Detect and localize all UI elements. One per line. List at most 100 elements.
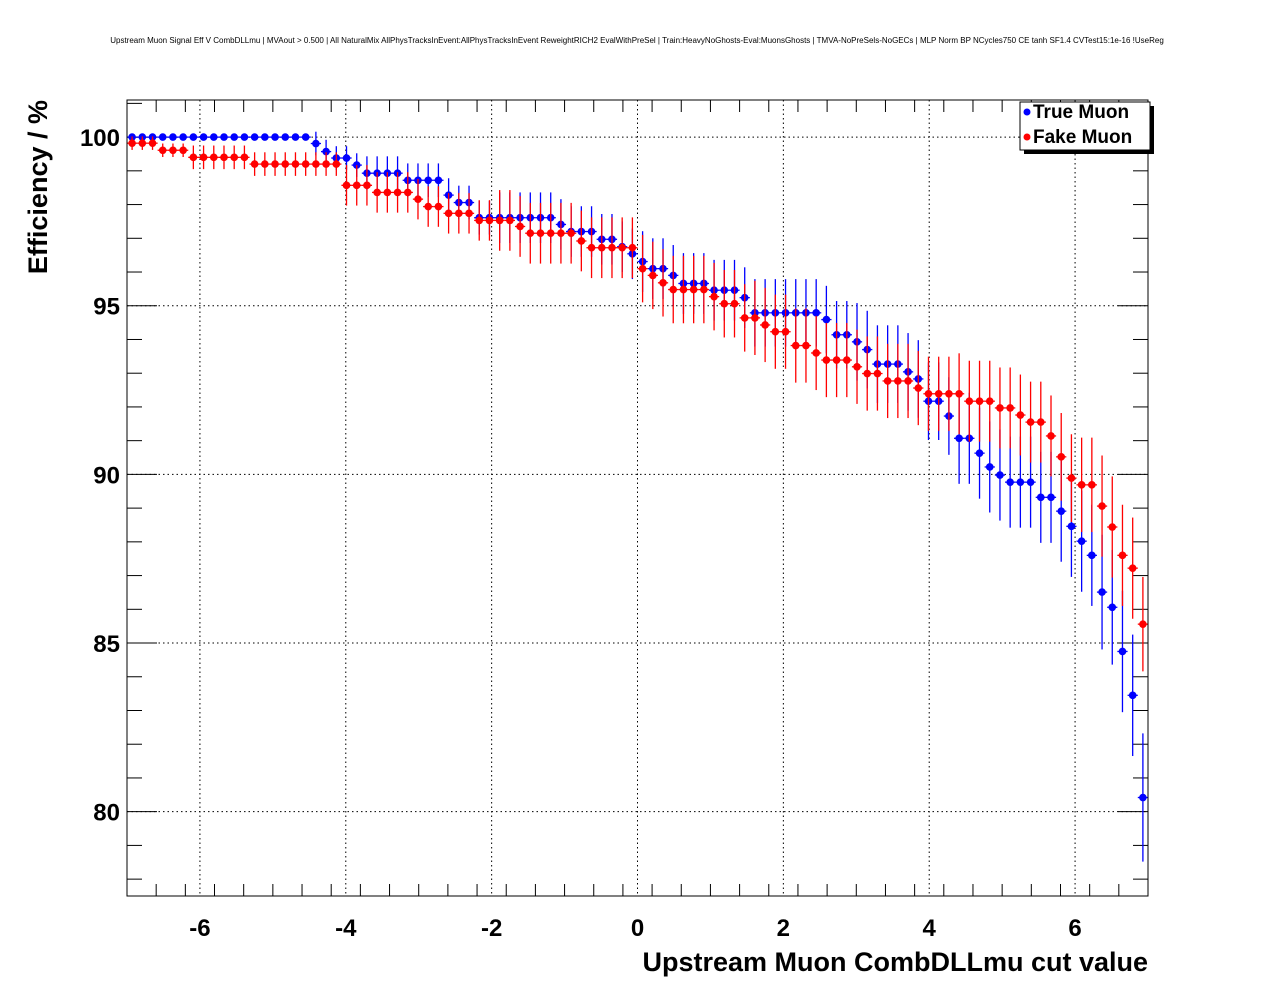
data-point	[158, 146, 167, 155]
data-point	[557, 229, 565, 238]
data-point	[1036, 493, 1045, 502]
x-tick-label: -4	[335, 915, 357, 942]
data-point	[546, 229, 555, 238]
data-point	[373, 188, 381, 197]
data-point	[250, 133, 259, 141]
data-point	[710, 292, 718, 301]
data-point	[148, 139, 157, 147]
data-point	[301, 160, 310, 168]
y-axis-title: Efficiency / %	[23, 100, 53, 274]
data-point	[1026, 478, 1035, 486]
data-point	[138, 139, 147, 147]
legend-label-true-muon: True Muon	[1033, 102, 1129, 123]
data-point	[812, 309, 820, 317]
x-axis-title: Upstream Muon CombDLLmu cut value	[642, 947, 1148, 977]
data-point	[567, 229, 575, 238]
legend: True Muon Fake Muon	[1019, 101, 1154, 154]
data-point	[199, 153, 208, 162]
data-point	[832, 356, 841, 364]
x-tick-label: 0	[631, 915, 644, 942]
data-point	[1098, 588, 1106, 596]
data-point	[587, 243, 596, 252]
data-point	[985, 463, 994, 471]
data-point	[179, 146, 187, 155]
data-point	[495, 216, 504, 225]
data-point	[883, 377, 892, 385]
x-tick-label: 6	[1068, 915, 1081, 942]
data-point	[1006, 404, 1014, 412]
data-point	[1088, 481, 1096, 489]
data-point	[271, 160, 279, 168]
data-point	[1047, 493, 1055, 502]
data-point	[393, 188, 402, 197]
data-point	[271, 133, 279, 141]
data-point	[240, 153, 249, 162]
data-point	[700, 285, 708, 294]
data-point	[1139, 620, 1147, 628]
data-point	[822, 356, 831, 364]
data-point	[669, 285, 678, 294]
data-point	[291, 160, 300, 168]
chart-title: Upstream Muon Signal Eff V CombDLLmu | M…	[110, 36, 1164, 45]
data-point	[1118, 551, 1127, 560]
data-point	[679, 285, 688, 294]
data-point	[1118, 647, 1127, 656]
data-point	[894, 377, 902, 385]
data-point	[1128, 691, 1137, 700]
data-point	[342, 181, 351, 190]
y-tick-label: 100	[80, 125, 120, 152]
x-tick-label: -2	[481, 915, 502, 942]
data-point	[169, 133, 177, 141]
data-point	[434, 176, 443, 185]
data-point	[843, 356, 851, 364]
y-tick-label: 90	[93, 462, 120, 489]
data-point	[424, 176, 432, 185]
data-point	[322, 147, 330, 156]
data-point	[230, 153, 239, 162]
data-point	[822, 315, 831, 324]
data-point	[434, 202, 443, 211]
plot-frame	[126, 99, 1149, 897]
data-point	[1128, 564, 1137, 572]
x-tick-label: -6	[189, 915, 210, 942]
data-point	[220, 153, 228, 162]
data-point	[475, 216, 484, 225]
data-point	[179, 133, 187, 141]
data-point	[312, 139, 320, 148]
data-point	[1077, 481, 1086, 489]
data-point	[802, 341, 810, 350]
data-point	[250, 160, 259, 168]
data-point	[240, 133, 249, 141]
data-point	[506, 216, 514, 225]
data-point	[1139, 793, 1147, 802]
legend-marker-fake-muon	[1023, 133, 1031, 141]
data-point	[873, 369, 882, 378]
data-point	[403, 188, 412, 197]
data-point	[1108, 603, 1117, 612]
data-point	[291, 133, 300, 141]
data-point	[383, 188, 392, 197]
data-point	[904, 377, 912, 385]
data-point	[720, 299, 729, 308]
data-point	[536, 229, 545, 238]
data-point	[689, 285, 698, 294]
tick-labels: -6 -4 -2 0 2 4 6 80 85 90 95 100	[80, 125, 1082, 942]
data-point	[526, 229, 535, 238]
data-point	[1057, 453, 1066, 461]
y-tick-label: 85	[93, 631, 120, 658]
data-point	[853, 362, 861, 371]
data-point	[230, 133, 239, 141]
data-point	[965, 397, 974, 405]
data-point	[1026, 418, 1035, 426]
data-point	[414, 195, 422, 203]
data-point	[740, 314, 749, 322]
data-point	[1016, 411, 1025, 419]
data-point	[924, 389, 933, 398]
data-point	[301, 133, 310, 141]
data-point	[628, 243, 637, 252]
data-point	[659, 279, 667, 287]
data-point	[444, 209, 453, 218]
data-point	[934, 389, 943, 398]
data-point	[996, 404, 1004, 412]
